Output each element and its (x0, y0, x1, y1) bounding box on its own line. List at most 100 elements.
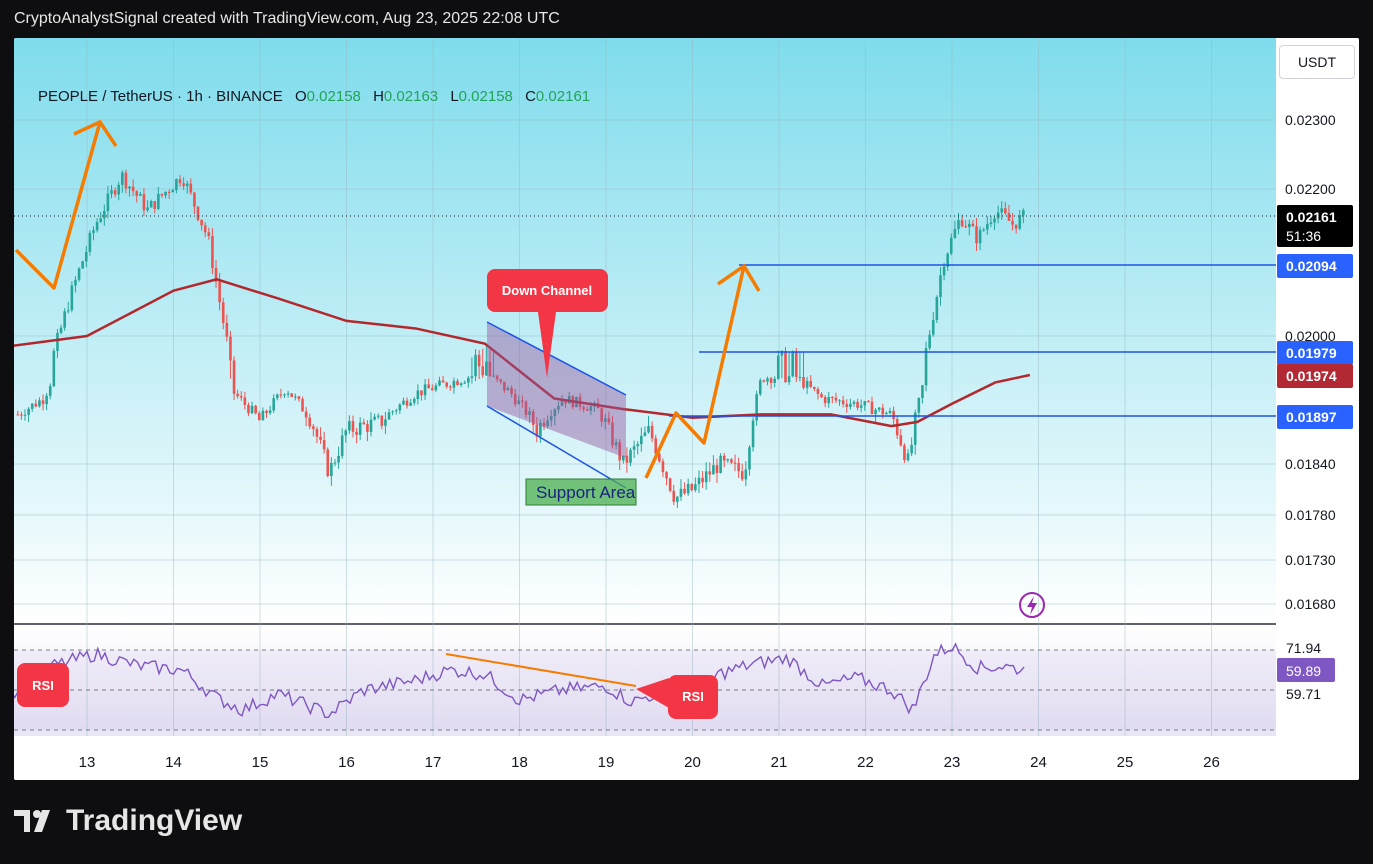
level-low-badge-text: 0.01897 (1286, 409, 1337, 425)
bullish-candle (175, 179, 178, 191)
rsi-divergence-line[interactable] (445, 653, 637, 687)
x-tick-label: 13 (79, 754, 96, 771)
bullish-candle (849, 403, 852, 407)
bearish-candle (503, 381, 506, 391)
bullish-candle (394, 410, 398, 412)
bullish-candle (416, 390, 420, 400)
bullish-candle (185, 183, 189, 187)
bearish-candle (247, 404, 250, 414)
tradingview-brand[interactable]: TradingView (66, 804, 243, 837)
chart-header-title: CryptoAnalystSignal created with Trading… (14, 10, 560, 27)
bullish-candle (398, 404, 402, 411)
bearish-candle (535, 424, 539, 437)
bearish-candle (20, 414, 23, 416)
bearish-candle (319, 436, 322, 440)
lightning-icon[interactable] (1019, 592, 1045, 618)
bearish-candle (16, 414, 20, 416)
bullish-candle (553, 409, 557, 417)
bearish-candle (326, 449, 330, 476)
bullish-candle (146, 207, 149, 211)
bearish-candle (131, 186, 135, 192)
bullish-candle (467, 377, 470, 383)
bearish-candle (784, 350, 787, 383)
bearish-candle (499, 379, 503, 382)
bullish-candle (45, 395, 48, 405)
projection-arrow-2[interactable] (644, 265, 746, 479)
x-tick-label: 18 (511, 754, 528, 771)
bearish-candle (820, 393, 823, 398)
bullish-candle (694, 484, 697, 491)
bullish-candle (171, 190, 175, 193)
current-price-badge-countdown: 51:36 (1286, 228, 1321, 244)
lightning-bolt (1027, 596, 1037, 615)
bearish-candle (510, 388, 513, 395)
bullish-candle (636, 444, 640, 447)
bullish-candle (337, 455, 340, 463)
bullish-candle (110, 190, 113, 194)
bearish-candle (239, 396, 243, 398)
bearish-candle (856, 401, 859, 408)
bearish-candle (867, 401, 870, 403)
bearish-candle (495, 375, 499, 380)
bullish-candle (149, 201, 153, 208)
time-axis[interactable] (14, 736, 1359, 780)
bullish-candle (557, 405, 560, 410)
bullish-candle (528, 411, 531, 415)
bearish-candle (661, 461, 665, 473)
support-area-box[interactable] (525, 478, 637, 506)
rsi-line[interactable] (14, 642, 1025, 719)
bullish-candle (726, 459, 730, 461)
bearish-candle (841, 400, 845, 405)
open-label: O (294, 88, 307, 105)
bearish-candle (524, 401, 528, 415)
bearish-candle (1014, 224, 1018, 229)
bullish-candle (384, 419, 387, 426)
rsi-callout-right-pointer (636, 678, 669, 708)
bearish-candle (668, 478, 672, 491)
x-tick-label: 14 (165, 754, 182, 771)
bullish-candle (549, 416, 553, 421)
bearish-candle (730, 459, 733, 463)
bullish-candle (852, 401, 856, 404)
projection-arrow-1[interactable] (14, 121, 102, 290)
x-tick-label: 19 (598, 754, 615, 771)
bearish-candle (513, 394, 517, 405)
bullish-candle (993, 218, 996, 223)
bearish-candle (236, 393, 239, 397)
symbol-info[interactable]: PEOPLE / TetherUS · 1h · BINANCE (38, 88, 283, 105)
bearish-candle (221, 302, 225, 323)
bullish-candle (885, 412, 888, 415)
y-tick-label: 0.02000 (1285, 328, 1336, 344)
down-channel-callout (487, 269, 608, 312)
bullish-candle (917, 397, 921, 413)
bearish-candle (672, 490, 676, 502)
bearish-candle (427, 384, 430, 389)
bullish-candle (157, 193, 160, 209)
bearish-candle (211, 235, 214, 269)
price-chart[interactable]: Down Channel Support Area 13 14 15 16 17 18 19 2… (14, 38, 1359, 780)
bullish-candle (340, 435, 344, 456)
bearish-candle (715, 465, 719, 473)
rsi-callout-left-label: RSI (32, 678, 54, 693)
bullish-candle (376, 415, 380, 417)
bullish-candle (632, 446, 636, 450)
down-channel-top-line[interactable] (486, 321, 627, 396)
bullish-candle (344, 430, 348, 436)
x-tick-label: 15 (252, 754, 269, 771)
bullish-candle (798, 377, 802, 379)
x-tick-label: 17 (425, 754, 442, 771)
bullish-candle (103, 210, 106, 219)
moving-average-line[interactable] (14, 278, 1031, 428)
currency-button[interactable]: USDT (1279, 45, 1355, 79)
down-channel-bottom-line[interactable] (486, 405, 627, 489)
bullish-candle (38, 400, 41, 407)
bullish-candle (773, 378, 776, 383)
bullish-candle (74, 279, 77, 286)
bullish-candle (676, 496, 679, 502)
bearish-candle (322, 439, 326, 450)
close-label: C (525, 88, 536, 105)
bullish-candle (686, 483, 690, 494)
low-label: L (450, 88, 459, 105)
bullish-candle (647, 425, 650, 433)
y-tick-label: 0.02300 (1285, 112, 1336, 128)
